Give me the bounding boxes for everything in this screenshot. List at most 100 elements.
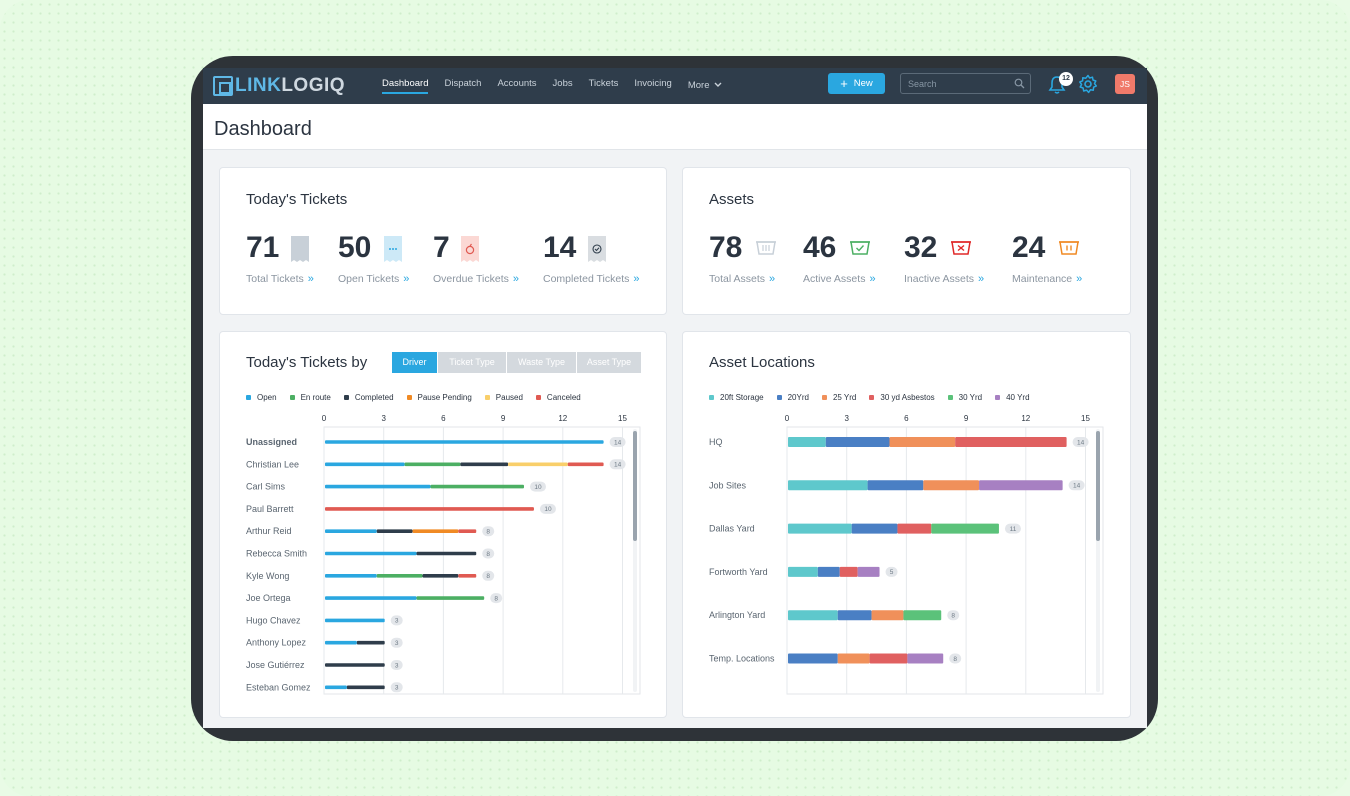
stat-link-maintenance[interactable]: Maintenance» <box>1012 273 1082 285</box>
logo-text-link: LINK <box>235 75 282 96</box>
stat-link-inactive-assets[interactable]: Inactive Assets» <box>904 273 984 285</box>
legend-item-25-yrd[interactable]: 25 Yrd <box>821 393 856 402</box>
dumpster-icon <box>756 241 776 255</box>
bar-segment-canceled <box>567 462 604 467</box>
legend-swatch <box>535 395 541 400</box>
bar-segment-completed <box>325 663 385 667</box>
legend-item-30-yrd[interactable]: 30 Yrd <box>947 393 982 402</box>
search-input[interactable] <box>901 74 1011 94</box>
bar-segment-20yrd <box>817 566 840 577</box>
legend-item-20ft-storage[interactable]: 20ft Storage <box>709 393 764 402</box>
stat-link-overdue-tickets[interactable]: Overdue Tickets» <box>433 273 519 285</box>
tab-driver[interactable]: Driver <box>392 352 438 373</box>
bar-segment-40-yrd <box>907 653 944 664</box>
asset-locations-chart: 0 3 6 9 12 15 HQ 14 Job Sites 14 Dallas Yard 11 Fort… <box>709 414 1104 695</box>
nav-link-tickets[interactable]: Tickets <box>588 78 619 89</box>
y-category-label: Temp. Locations <box>709 654 775 664</box>
bar-segment-25-yrd <box>871 610 904 621</box>
bar-segment-open <box>325 685 347 690</box>
legend-item-20yrd[interactable]: 20Yrd <box>776 393 809 402</box>
stat-value: 32 <box>904 231 938 264</box>
asset-locations-card: Asset Locations 20ft Storage 20Yrd 25 Yrd 3… <box>682 331 1131 718</box>
y-category-label: Christian Lee <box>246 459 299 469</box>
legend-item-30-yd-asbestos[interactable]: 30 yd Asbestos <box>869 393 935 402</box>
total-label: 8 <box>953 656 957 663</box>
double-chevron-right-icon: » <box>633 273 640 285</box>
avatar[interactable]: JS <box>1115 74 1135 94</box>
bar-segment-20ft-storage <box>788 566 818 577</box>
bar-segment-40-yrd <box>857 566 880 577</box>
logo[interactable]: LINK LOGIQ <box>213 73 345 99</box>
page-header: Dashboard <box>203 104 1147 150</box>
stat-link-active-assets[interactable]: Active Assets» <box>803 273 876 285</box>
stat-link-completed-tickets[interactable]: Completed Tickets» <box>543 273 640 285</box>
total-badge <box>1004 523 1021 534</box>
search-icon[interactable] <box>1014 78 1025 89</box>
legend-label: 40 Yrd <box>1006 393 1030 402</box>
bar-segment-30-yrd <box>903 610 942 621</box>
tab-waste-type[interactable]: Waste Type <box>507 352 577 373</box>
stat-link-total-assets[interactable]: Total Assets» <box>709 273 775 285</box>
tickets-by-toggle: Driver Ticket Type Waste Type Asset Type <box>392 352 641 373</box>
nav-link-jobs[interactable]: Jobs <box>552 78 573 89</box>
total-label: 3 <box>395 640 399 647</box>
tickets-by-driver-chart: 0 3 6 9 12 15 Unassigned 14 Christian Lee 14 Carl … <box>246 414 641 695</box>
nav-link-accounts[interactable]: Accounts <box>497 78 537 89</box>
legend-swatch <box>484 395 490 400</box>
bar-segment-completed <box>416 551 477 556</box>
legend-label: Paused <box>495 393 523 402</box>
new-button[interactable]: + New <box>828 73 885 94</box>
bar-segment-open <box>325 462 405 467</box>
legend-item-40-yrd[interactable]: 40 Yrd <box>995 393 1030 402</box>
bar-segment-20ft-storage <box>788 437 826 447</box>
legend-swatch <box>821 395 827 400</box>
stat-value: 24 <box>1012 231 1046 264</box>
bar-segment-open <box>325 574 377 578</box>
gear-icon[interactable] <box>1078 74 1098 94</box>
bar-segment-paused <box>508 462 568 467</box>
total-badge <box>530 481 546 492</box>
tab-asset-type[interactable]: Asset Type <box>577 352 641 373</box>
new-button-label: New <box>853 78 873 89</box>
legend-swatch <box>343 395 349 400</box>
page-title: Dashboard <box>214 118 312 140</box>
legend-item-open[interactable]: Open <box>246 393 277 402</box>
bar-segment-30-yd-asbestos <box>869 653 908 664</box>
y-category-label: Kyle Wong <box>246 571 289 581</box>
total-badge <box>949 653 962 664</box>
nav-link-dashboard[interactable]: Dashboard <box>382 68 429 104</box>
app-screen: LINK LOGIQ Dashboard Dispatch Accounts J… <box>203 68 1147 728</box>
legend-item-paused[interactable]: Paused <box>484 393 523 402</box>
stat-link-open-tickets[interactable]: Open Tickets» <box>338 273 409 285</box>
bar-segment-25-yrd <box>923 480 980 491</box>
total-badge <box>609 437 626 447</box>
bar-segment-completed <box>422 574 459 578</box>
total-label: 14 <box>1073 483 1081 490</box>
legend-swatch <box>289 395 295 400</box>
x-tick-label: 6 <box>441 414 446 423</box>
x-tick-label: 0 <box>322 414 327 423</box>
x-tick-label: 6 <box>904 414 909 423</box>
bar-segment-25-yrd <box>889 437 956 447</box>
scrollbar-thumb[interactable] <box>633 431 637 541</box>
bar-segment-30-yd-asbestos <box>839 566 858 577</box>
stat-link-total-tickets[interactable]: Total Tickets» <box>246 273 314 285</box>
total-label: 10 <box>534 484 542 491</box>
stat-label: Total Tickets <box>246 273 304 285</box>
y-category-label: Fortworth Yard <box>709 567 768 577</box>
nav-link-dispatch[interactable]: Dispatch <box>444 78 482 89</box>
x-tick-label: 3 <box>381 414 386 423</box>
nav-link-invoicing[interactable]: Invoicing <box>634 78 672 89</box>
scrollbar-thumb[interactable] <box>1096 431 1100 541</box>
bar-segment-20ft-storage <box>788 610 838 621</box>
legend-item-en-route[interactable]: En route <box>289 393 331 402</box>
stat-value: 7 <box>433 231 450 264</box>
plot-area <box>323 426 641 695</box>
bar-segment-20ft-storage <box>788 523 852 534</box>
bar-segment-pause-pending <box>412 529 459 533</box>
legend-item-completed[interactable]: Completed <box>343 393 394 402</box>
nav-link-more[interactable]: More <box>688 68 722 104</box>
legend-item-pause-pending[interactable]: Pause Pending <box>406 393 472 402</box>
legend-item-canceled[interactable]: Canceled <box>535 393 581 402</box>
tab-ticket-type[interactable]: Ticket Type <box>438 352 507 373</box>
